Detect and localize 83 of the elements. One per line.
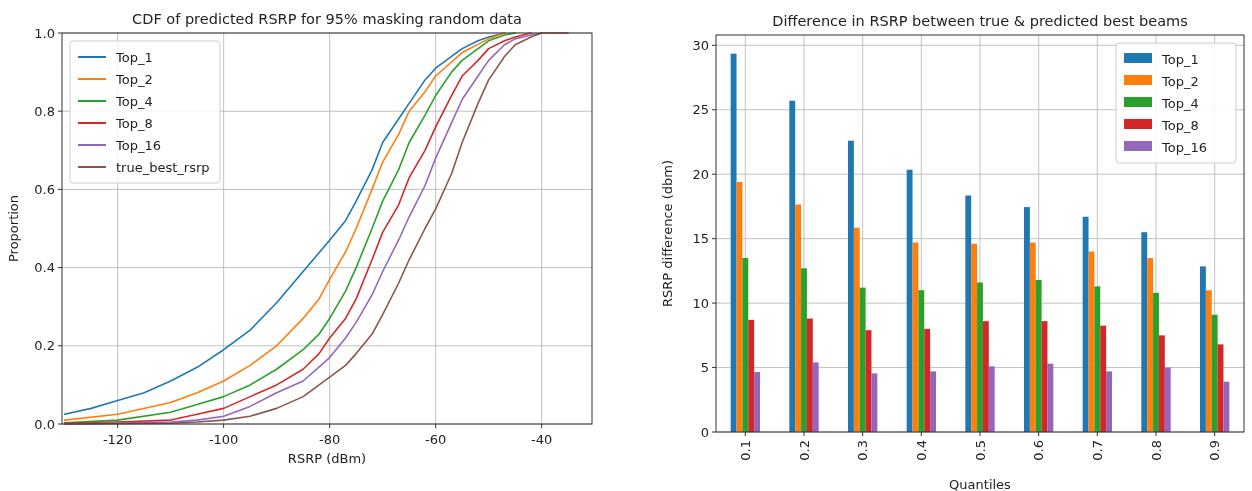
bar xyxy=(1153,292,1159,432)
bar xyxy=(1094,286,1101,432)
bar xyxy=(742,257,749,432)
bar xyxy=(1223,381,1230,432)
legend-label: Top_4 xyxy=(115,93,153,109)
bar xyxy=(1211,314,1218,432)
y-axis-title: RSRP difference (dbm) xyxy=(660,160,675,307)
bar xyxy=(1024,207,1030,432)
y-tick-label: 0.2 xyxy=(34,338,55,354)
bar xyxy=(795,204,802,432)
bar xyxy=(1035,279,1042,432)
bar xyxy=(848,140,854,432)
bar xyxy=(982,321,989,432)
x-tick-label: 0.4 xyxy=(913,440,929,461)
y-tick-label: 5 xyxy=(700,360,709,376)
legend-label: Top_1 xyxy=(1161,51,1199,67)
x-tick-label: -80 xyxy=(319,432,341,447)
bar xyxy=(754,372,760,432)
y-tick-label: 0.6 xyxy=(34,181,55,197)
bar xyxy=(789,100,796,432)
x-axis-title: Quantiles xyxy=(949,477,1012,491)
bar xyxy=(1047,363,1054,432)
bar xyxy=(801,268,807,432)
x-tick-label: 0.6 xyxy=(1031,440,1047,461)
bar xyxy=(1100,325,1107,432)
bar xyxy=(971,243,978,432)
legend-label: Top_16 xyxy=(1161,139,1207,155)
y-tick-label: 10 xyxy=(692,295,709,311)
chart-title: Difference in RSRP between true & predicted best beams xyxy=(772,13,1188,29)
bar xyxy=(1141,232,1148,432)
x-axis-title: RSRP (dBm) xyxy=(287,451,367,466)
bar xyxy=(859,287,866,432)
y-tick-label: 0 xyxy=(700,424,709,440)
bar xyxy=(1200,266,1206,432)
legend-label: Top_16 xyxy=(115,137,161,153)
x-tick-label: -120 xyxy=(102,432,133,447)
bar xyxy=(965,195,972,432)
y-tick-label: 0.8 xyxy=(34,103,55,119)
bar xyxy=(988,366,995,432)
bar xyxy=(871,373,878,432)
bar xyxy=(1147,257,1154,432)
legend-label: Top_4 xyxy=(1161,95,1199,111)
x-tick-label: 0.1 xyxy=(737,440,753,461)
x-tick-label: 0.2 xyxy=(796,440,812,461)
y-tick-label: 1.0 xyxy=(34,25,55,41)
legend-label: Top_2 xyxy=(1161,73,1199,89)
legend-label: Top_8 xyxy=(115,115,153,131)
bar xyxy=(806,318,813,432)
bar xyxy=(930,371,936,432)
bar xyxy=(748,319,755,432)
x-tick-label: 0.5 xyxy=(972,440,988,461)
y-tick-label: 0.0 xyxy=(34,416,55,432)
legend-label: Top_1 xyxy=(115,49,153,65)
x-tick-label: 0.7 xyxy=(1089,440,1105,461)
y-tick-label: 15 xyxy=(692,231,709,247)
y-tick-label: 30 xyxy=(692,37,709,53)
y-tick-label: 0.4 xyxy=(34,260,55,276)
bar xyxy=(812,362,819,432)
bar xyxy=(906,169,913,432)
x-tick-label: 0.3 xyxy=(855,440,871,461)
y-tick-label: 20 xyxy=(692,166,709,182)
bar xyxy=(1106,371,1112,432)
bar xyxy=(1029,242,1036,432)
bar xyxy=(1205,290,1212,432)
y-axis-title: Proportion xyxy=(6,194,21,263)
x-tick-label: -40 xyxy=(531,432,553,447)
bar xyxy=(977,282,983,432)
x-tick-label: -60 xyxy=(425,432,447,447)
bar xyxy=(1164,367,1171,432)
chart-title: CDF of predicted RSRP for 95% masking random data xyxy=(132,11,522,27)
x-tick-label: 0.8 xyxy=(1148,440,1164,461)
bar xyxy=(924,328,931,432)
y-tick-label: 25 xyxy=(692,102,709,118)
x-tick-label: -100 xyxy=(208,432,239,447)
bar xyxy=(853,227,860,432)
bar xyxy=(918,290,925,432)
x-tick-label: 0.9 xyxy=(1207,440,1223,461)
bar xyxy=(730,53,737,432)
legend-label: true_best_rsrp xyxy=(116,159,210,175)
legend-label: Top_8 xyxy=(1161,117,1199,133)
bar xyxy=(1082,216,1089,432)
bar xyxy=(1158,335,1165,432)
legend-label: Top_2 xyxy=(115,71,153,87)
